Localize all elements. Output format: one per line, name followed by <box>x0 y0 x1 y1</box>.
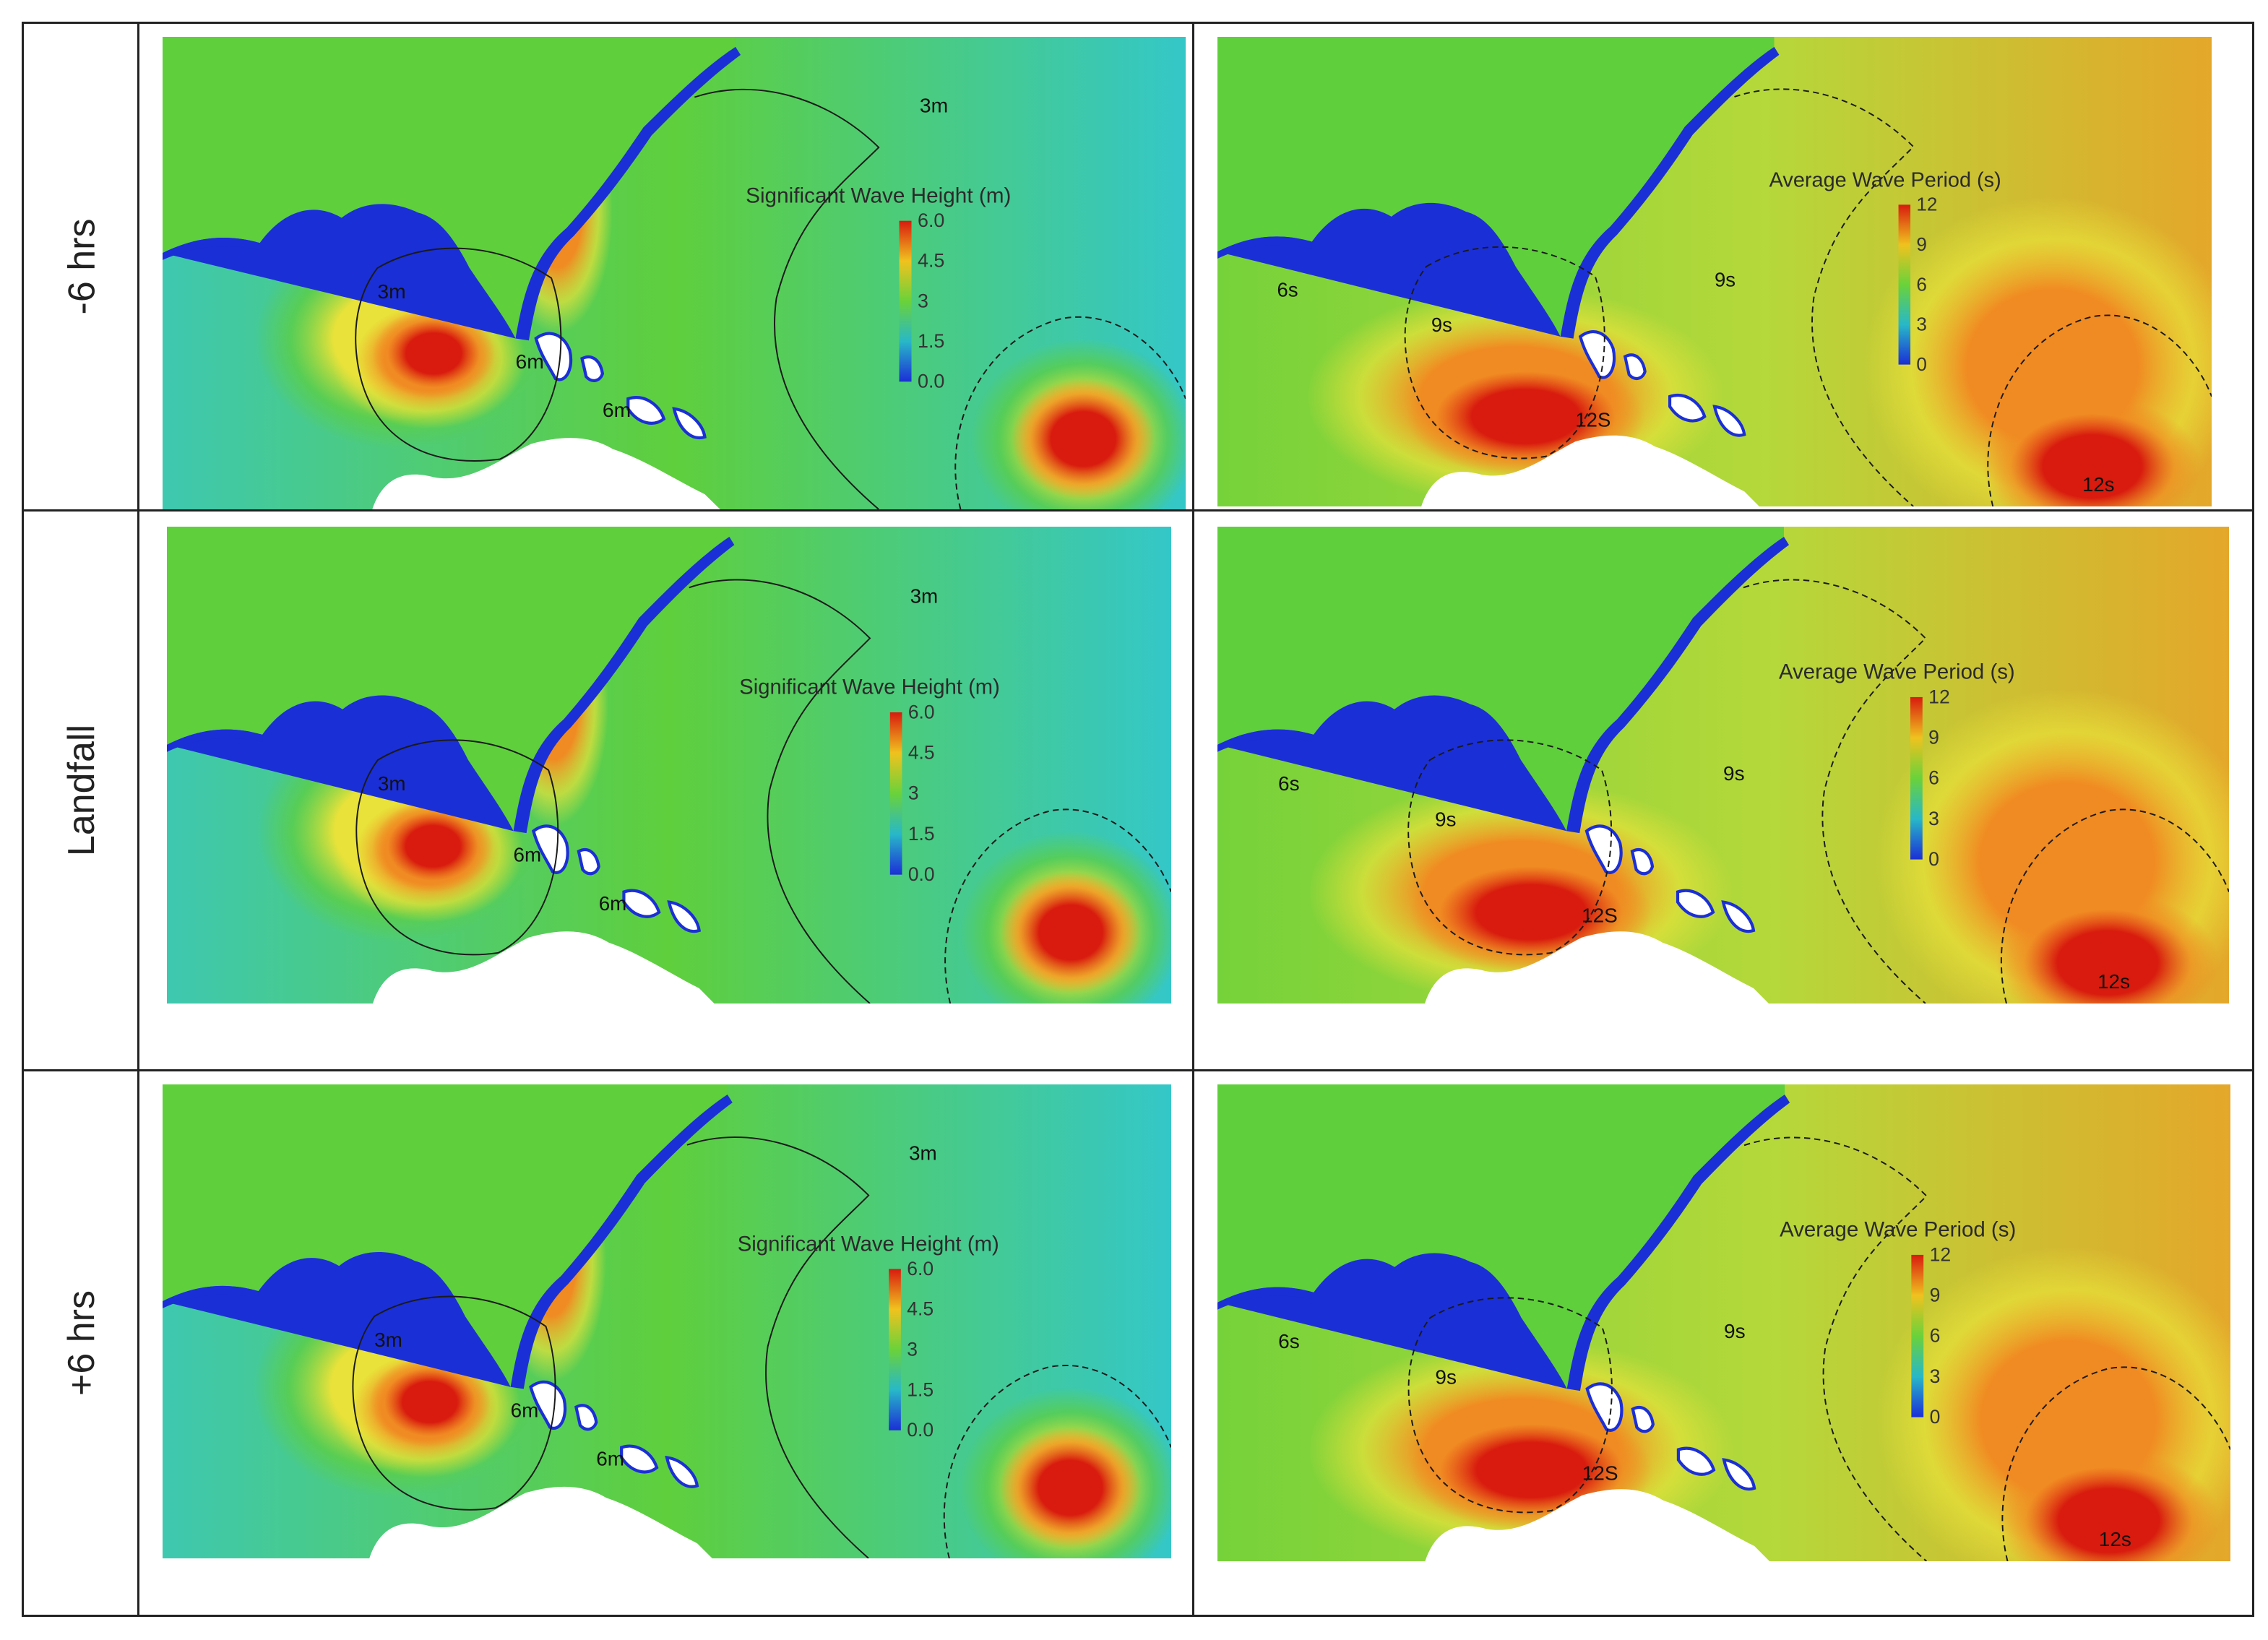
contour-label: 6s <box>1278 772 1300 795</box>
contour-label: 3m <box>377 280 405 303</box>
legend-tick-label: 12 <box>1930 1243 1952 1265</box>
contour-label: 9s <box>1431 314 1452 336</box>
contour-label: 6m <box>511 1399 539 1422</box>
legend-title: Significant Wave Height (m) <box>739 676 1000 699</box>
map-svg: 3m 3m 6m 6m Significant Wave Height (m)6.0 4.… <box>163 37 1186 509</box>
row-label-text: -6 hrs <box>61 218 103 315</box>
legend-tick-label: 3 <box>908 782 919 804</box>
legend-tick-label: 4.5 <box>918 250 944 272</box>
legend-tick-label: 4.5 <box>908 741 935 763</box>
wave-period-map-plus-6: 6s 9s 9s 12S 12s Average Wave Period (s) 12 9 6 3… <box>1217 1084 2230 1561</box>
legend-title: Average Wave Period (s) <box>1769 168 2001 191</box>
legend-tick-label: 1.5 <box>907 1378 933 1400</box>
table-row-divider <box>24 509 2252 512</box>
figure-table: -6 hrs Landfall +6 hrs 3m 3m 6m 6m Significa… <box>22 22 2254 1617</box>
wave-period-map-landfall: 6s 9s 9s 12S 12s Average Wave Period (s) 12 9 6 3… <box>1217 527 2229 1004</box>
legend-title: Significant Wave Height (m) <box>746 184 1011 208</box>
map-svg: 6s 9s 9s 12S 12s Average Wave Period (s)12 9 6 3… <box>1217 1084 2230 1561</box>
wave-height-map-minus-6: 3m 3m 6m 6m Significant Wave Height (m) 6.0 4.… <box>163 37 1186 509</box>
contour-label: 6m <box>599 892 627 915</box>
contour-label: 6s <box>1277 279 1298 301</box>
legend-tick-label: 6.0 <box>908 701 935 722</box>
contour-label: 6m <box>603 399 631 421</box>
legend-tick-label: 3 <box>1930 1365 1941 1387</box>
contour-label: 9s <box>1715 269 1736 291</box>
contour-label: 3m <box>374 1329 402 1351</box>
legend-tick-label: 3 <box>1916 314 1927 335</box>
legend-tick-label: 0 <box>1928 848 1939 870</box>
map-svg: 6s 9s 9s 12S 12s Average Wave Period (s) 12 9 6 3… <box>1217 37 2212 506</box>
map-svg: 3m 3m 6m 6m Significant Wave Height (m)6.0 4.… <box>163 1084 1171 1558</box>
legend-tick-label: 1.5 <box>908 823 935 845</box>
contour-label: 9s <box>1435 808 1457 830</box>
contour-label: 12S <box>1575 408 1611 431</box>
table-column-divider <box>1192 24 1194 1615</box>
color-legend: Average Wave Period (s)12 9 6 3 0 <box>1779 660 2015 870</box>
color-legend: Average Wave Period (s) 12 9 6 3 0 <box>1769 168 2001 375</box>
wave-height-map-plus-6: 3m 3m 6m 6m Significant Wave Height (m) 6.0 4.… <box>163 1084 1171 1558</box>
legend-tick-label: 3 <box>918 290 928 312</box>
color-legend: Significant Wave Height (m)6.0 4.5 3 1.5 0.0 <box>746 184 1011 392</box>
row-label-minus-6-hrs: -6 hrs <box>38 24 125 509</box>
legend-tick-label: 3 <box>1928 808 1939 829</box>
contour-label: 3m <box>920 95 948 117</box>
contour-label: 3m <box>910 584 939 607</box>
legend-tick-label: 0.0 <box>918 371 944 392</box>
legend-tick-label: 6 <box>1930 1325 1941 1347</box>
row-label-text: Landfall <box>61 724 103 857</box>
legend-title: Average Wave Period (s) <box>1779 660 2015 684</box>
legend-tick-label: 9 <box>1928 726 1939 748</box>
contour-label: 12S <box>1582 1462 1618 1485</box>
legend-tick-label: 9 <box>1916 233 1927 255</box>
map-svg: 3m 3m 6m 6m Significant Wave Height (m)6.0 4.… <box>167 527 1171 1004</box>
legend-tick-label: 3 <box>907 1338 918 1360</box>
contour-label: 3m <box>378 772 406 795</box>
contour-label: 6m <box>514 843 542 866</box>
legend-tick-label: 6 <box>1916 273 1927 295</box>
contour-label: 12s <box>2082 473 2114 496</box>
legend-tick-label: 0.0 <box>907 1419 933 1441</box>
wave-period-map-minus-6: 6s 9s 9s 12S 12s Average Wave Period (s) 12 9 6 3… <box>1217 37 2212 506</box>
legend-title: Significant Wave Height (m) <box>738 1232 999 1256</box>
row-label-text: +6 hrs <box>61 1290 103 1396</box>
table-row-divider <box>24 1069 2252 1071</box>
legend-tick-label: 9 <box>1930 1284 1941 1305</box>
color-legend: Significant Wave Height (m)6.0 4.5 3 1.5 0.0 <box>739 676 1000 886</box>
contour-label: 12S <box>1582 905 1618 927</box>
legend-tick-label: 6.0 <box>918 210 944 231</box>
legend-tick-label: 4.5 <box>907 1298 933 1320</box>
contour-label: 6m <box>516 350 544 373</box>
contour-label: 6m <box>596 1448 624 1470</box>
contour-label: 9s <box>1724 1320 1746 1342</box>
legend-tick-label: 6 <box>1928 767 1939 789</box>
contour-label: 9s <box>1723 762 1745 785</box>
legend-tick-label: 12 <box>1916 194 1937 215</box>
legend-tick-label: 12 <box>1928 686 1950 707</box>
color-legend: Average Wave Period (s)12 9 6 3 0 <box>1780 1218 2016 1428</box>
legend-title: Average Wave Period (s) <box>1780 1218 2016 1242</box>
legend-tick-label: 0 <box>1916 353 1927 375</box>
contour-label: 12s <box>2097 970 2130 993</box>
contour-label: 12s <box>2099 1528 2131 1550</box>
contour-label: 6s <box>1278 1330 1300 1352</box>
table-column-divider <box>137 24 139 1615</box>
row-label-plus-6-hrs: +6 hrs <box>38 1071 125 1615</box>
legend-tick-label: 6.0 <box>907 1258 933 1279</box>
contour-label: 3m <box>909 1142 937 1165</box>
color-legend: Significant Wave Height (m)6.0 4.5 3 1.5 0.0 <box>738 1232 999 1441</box>
legend-tick-label: 0.0 <box>908 863 935 885</box>
legend-tick-label: 1.5 <box>918 330 944 352</box>
row-label-landfall: Landfall <box>38 512 125 1069</box>
map-svg: 6s 9s 9s 12S 12s Average Wave Period (s)12 9 6 3… <box>1217 527 2229 1004</box>
wave-height-map-landfall: 3m 3m 6m 6m Significant Wave Height (m) 6.0 4.… <box>167 527 1171 1004</box>
legend-tick-label: 0 <box>1930 1406 1941 1428</box>
contour-label: 9s <box>1435 1365 1457 1388</box>
